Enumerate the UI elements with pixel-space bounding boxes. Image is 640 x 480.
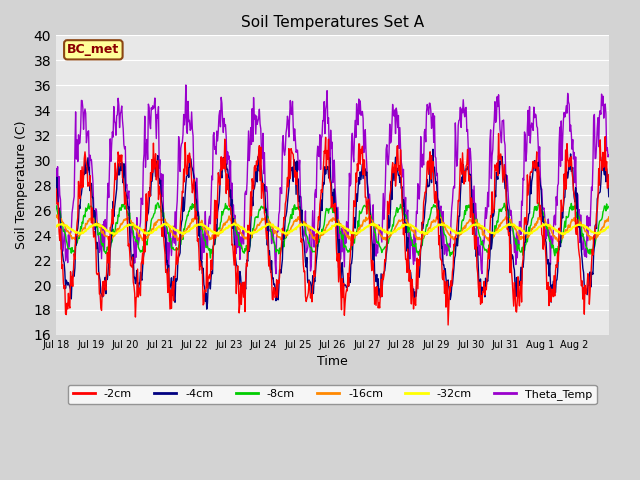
Y-axis label: Soil Temperature (C): Soil Temperature (C) xyxy=(15,121,28,250)
X-axis label: Time: Time xyxy=(317,355,348,368)
Text: BC_met: BC_met xyxy=(67,43,120,56)
Legend: -2cm, -4cm, -8cm, -16cm, -32cm, Theta_Temp: -2cm, -4cm, -8cm, -16cm, -32cm, Theta_Te… xyxy=(68,384,596,404)
Title: Soil Temperatures Set A: Soil Temperatures Set A xyxy=(241,15,424,30)
